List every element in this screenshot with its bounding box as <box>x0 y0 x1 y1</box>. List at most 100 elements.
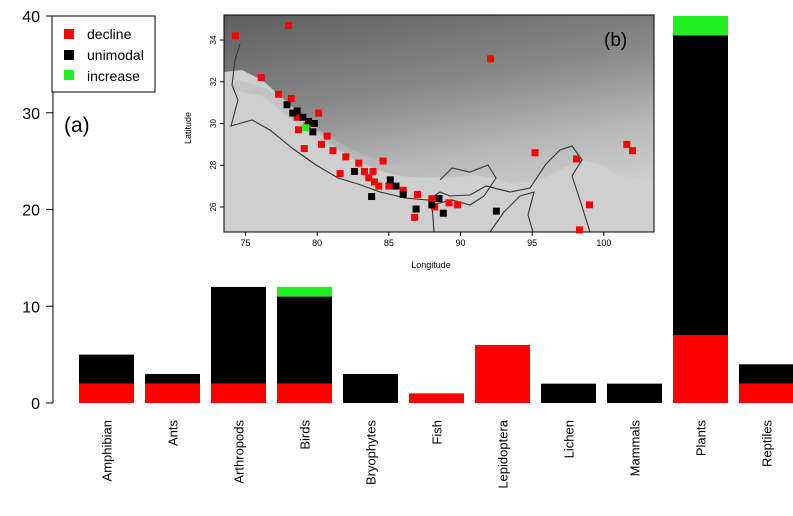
bar-segment-unimodal <box>673 35 728 336</box>
y-tick-label: 30 <box>22 106 40 123</box>
map-point-unimodal <box>310 120 318 127</box>
bar-segment-decline <box>673 335 728 403</box>
map-y-tick-label: 32 <box>209 77 218 86</box>
bar-segment-unimodal <box>343 373 398 403</box>
map-y-axis-ticks: 26 28 30 32 34 <box>209 35 224 211</box>
map-point-unimodal <box>283 101 291 109</box>
legend: decline unimodal increase <box>51 15 156 93</box>
map-x-axis-ticks: 75 80 85 90 95 100 <box>240 232 611 248</box>
map-point-increase <box>302 124 310 132</box>
map-point-unimodal <box>386 176 394 184</box>
y-tick-label: 20 <box>22 203 40 220</box>
plains-region <box>224 70 654 232</box>
panel-label-b: (b) <box>604 30 627 51</box>
map-point-unimodal <box>293 107 301 115</box>
bar-segment-decline <box>211 383 266 403</box>
map-point-decline <box>379 157 387 165</box>
map-points <box>231 21 636 234</box>
bar-segment-decline <box>409 393 464 403</box>
map-y-axis-label: Latitude <box>183 112 193 144</box>
map-point-decline <box>295 126 303 134</box>
map-point-decline <box>300 145 308 153</box>
map-point-unimodal <box>299 113 307 121</box>
bar-segment-unimodal <box>607 383 662 403</box>
map-point-decline <box>355 159 363 167</box>
legend-swatch-increase <box>64 70 74 80</box>
x-tick-label: Fish <box>430 420 445 445</box>
x-tick-label: Arthropods <box>232 420 247 484</box>
legend-label-decline: decline <box>87 26 132 42</box>
map-point-decline <box>385 182 393 190</box>
x-tick-label: Bryophytes <box>364 420 379 486</box>
map-point-unimodal <box>305 117 313 125</box>
map-x-tick-label: 75 <box>240 238 250 248</box>
bar-segment-unimodal <box>739 364 793 384</box>
foothill-band <box>232 80 470 178</box>
map-point-decline <box>414 190 421 198</box>
map-y-tick-label: 28 <box>209 160 218 169</box>
bar-segment-unimodal <box>541 383 596 403</box>
map-point-decline <box>323 132 331 140</box>
bar-segment-increase <box>277 286 332 297</box>
map-inset: 75 80 85 90 95 100 26 28 30 32 34 Longitude Latit… <box>183 14 655 270</box>
map-point-unimodal <box>439 209 447 217</box>
legend-swatch-unimodal <box>64 50 74 60</box>
map-point-decline <box>315 109 323 117</box>
bar-segment-unimodal <box>277 296 332 384</box>
bar-segment-increase <box>673 16 728 36</box>
map-point-decline <box>231 32 239 40</box>
map-point-decline <box>336 170 344 178</box>
map-point-decline <box>375 182 383 190</box>
y-tick-label: 10 <box>22 299 40 316</box>
map-point-decline <box>623 140 631 148</box>
bar-segment-decline <box>277 383 332 403</box>
map-point-decline <box>428 195 436 203</box>
map-point-unimodal <box>289 109 297 117</box>
y-tick-label: 40 <box>22 9 40 26</box>
map-point-decline <box>369 167 377 175</box>
map-point-decline <box>274 90 282 98</box>
map-point-decline <box>365 174 373 182</box>
map-point-unimodal <box>435 195 443 203</box>
map-x-tick-label: 95 <box>527 238 537 248</box>
map-x-tick-label: 80 <box>312 238 322 248</box>
map-point-unimodal <box>492 207 500 215</box>
map-y-tick-label: 26 <box>209 202 218 211</box>
map-x-tick-label: 85 <box>384 238 394 248</box>
legend-label-increase: increase <box>87 68 140 84</box>
legend-label-unimodal: unimodal <box>87 47 144 63</box>
map-point-unimodal <box>309 128 317 136</box>
map-point-decline <box>531 149 539 157</box>
map-point-decline <box>399 186 407 194</box>
map-y-tick-label: 34 <box>209 35 218 44</box>
map-point-decline <box>317 140 325 148</box>
map-point-decline <box>257 74 265 82</box>
map-point-decline <box>360 167 368 175</box>
map-point-decline <box>487 55 495 63</box>
map-point-unimodal <box>412 205 420 213</box>
bar-segment-decline <box>79 383 134 403</box>
map-point-decline <box>629 147 636 155</box>
y-axis-ticks: 0 10 20 30 40 <box>22 9 53 413</box>
bar-segment-unimodal <box>79 354 134 384</box>
map-point-decline <box>575 226 583 234</box>
map-point-unimodal <box>350 167 358 175</box>
map-point-decline <box>573 155 581 163</box>
legend-swatch-decline <box>64 29 74 39</box>
bar-segment-decline <box>475 344 530 403</box>
x-tick-label: Reptiles <box>760 420 775 467</box>
map-point-unimodal <box>399 190 407 198</box>
map-point-decline <box>411 213 419 221</box>
x-axis-labels: Amphibian Ants Arthropods Birds Bryophytes Fi… <box>100 419 775 488</box>
bar-segment-decline <box>739 383 793 403</box>
x-tick-label: Plants <box>694 420 709 457</box>
map-point-decline <box>445 199 453 207</box>
map-point-decline <box>371 178 378 186</box>
map-point-unimodal <box>392 182 400 190</box>
x-tick-label: Lichen <box>562 420 577 458</box>
bars <box>79 16 793 403</box>
x-tick-label: Amphibian <box>100 420 115 481</box>
x-tick-label: Ants <box>166 420 181 447</box>
map-x-axis-label: Longitude <box>411 260 451 270</box>
